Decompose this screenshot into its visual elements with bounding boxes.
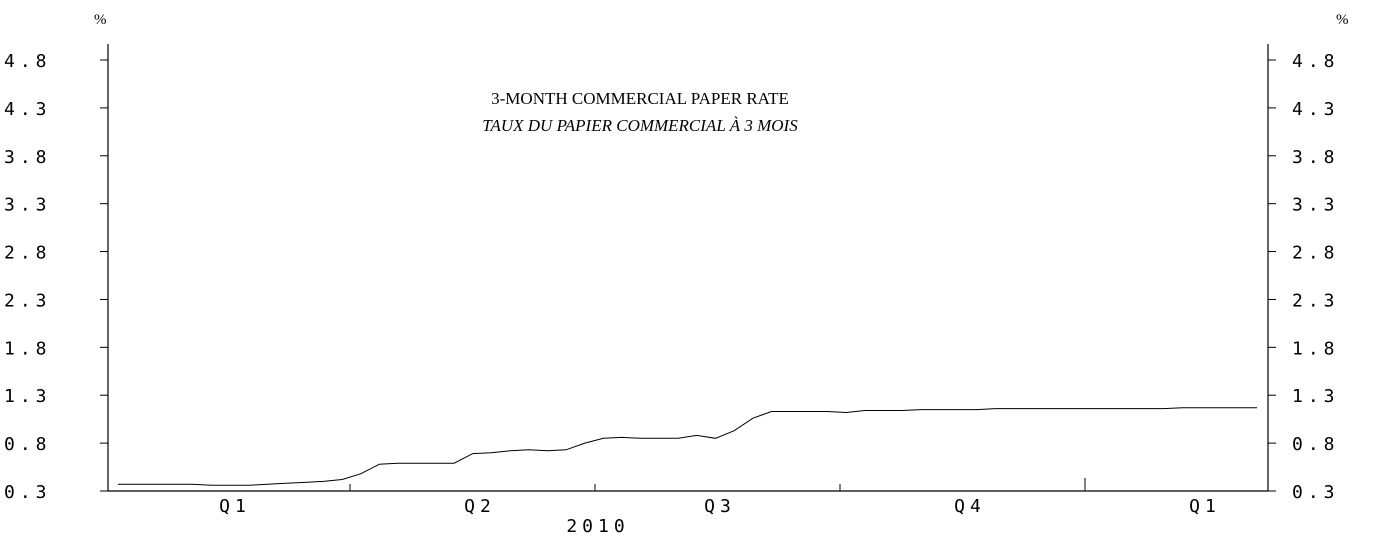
- right-y-tick-label: 2.8: [1292, 243, 1340, 264]
- x-period-label: Q2: [464, 496, 496, 517]
- y-axis-ticks: 0.3 0.3 0.8 0.8 1.3 1.3 1.8 1.8 2.3 2.3 2.8 2.8 3.3 3…: [4, 51, 1340, 503]
- left-y-tick-label: 2.8: [4, 243, 52, 264]
- rate-series-line: [118, 407, 1257, 486]
- chart-subtitle: TAUX DU PAPIER COMMERCIAL À 3 MOIS: [482, 116, 798, 135]
- left-y-tick-label: 1.3: [4, 386, 52, 407]
- right-y-tick-label: 0.8: [1292, 434, 1340, 455]
- left-y-tick-label: 0.3: [4, 482, 52, 503]
- right-y-tick-label: 1.8: [1292, 338, 1340, 359]
- x-period-label: Q4: [954, 496, 986, 517]
- right-y-tick-label: 3.3: [1292, 195, 1340, 216]
- left-y-tick-label: 2.3: [4, 290, 52, 311]
- right-y-tick-label: 4.8: [1292, 51, 1340, 72]
- left-y-tick-label: 0.8: [4, 434, 52, 455]
- right-y-tick-label: 0.3: [1292, 482, 1340, 503]
- right-unit-label: %: [1336, 12, 1349, 28]
- left-unit-label: %: [94, 12, 107, 28]
- left-y-tick-label: 4.8: [4, 51, 52, 72]
- x-period-label: Q1: [219, 496, 251, 517]
- x-period-label: Q1: [1189, 496, 1221, 517]
- x-period-label: Q3: [704, 496, 736, 517]
- left-y-tick-label: 1.8: [4, 338, 52, 359]
- left-y-tick-label: 3.3: [4, 195, 52, 216]
- right-y-tick-label: 2.3: [1292, 290, 1340, 311]
- x-year-label: 2010: [566, 516, 629, 537]
- chart-title: 3-MONTH COMMERCIAL PAPER RATE: [491, 89, 789, 108]
- right-y-tick-label: 1.3: [1292, 386, 1340, 407]
- x-axis-ticks: Q1 Q2 Q3 Q4 Q1: [107, 478, 1269, 517]
- right-y-tick-label: 3.8: [1292, 147, 1340, 168]
- left-y-tick-label: 3.8: [4, 147, 52, 168]
- right-y-tick-label: 4.3: [1292, 99, 1340, 120]
- left-y-tick-label: 4.3: [4, 99, 52, 120]
